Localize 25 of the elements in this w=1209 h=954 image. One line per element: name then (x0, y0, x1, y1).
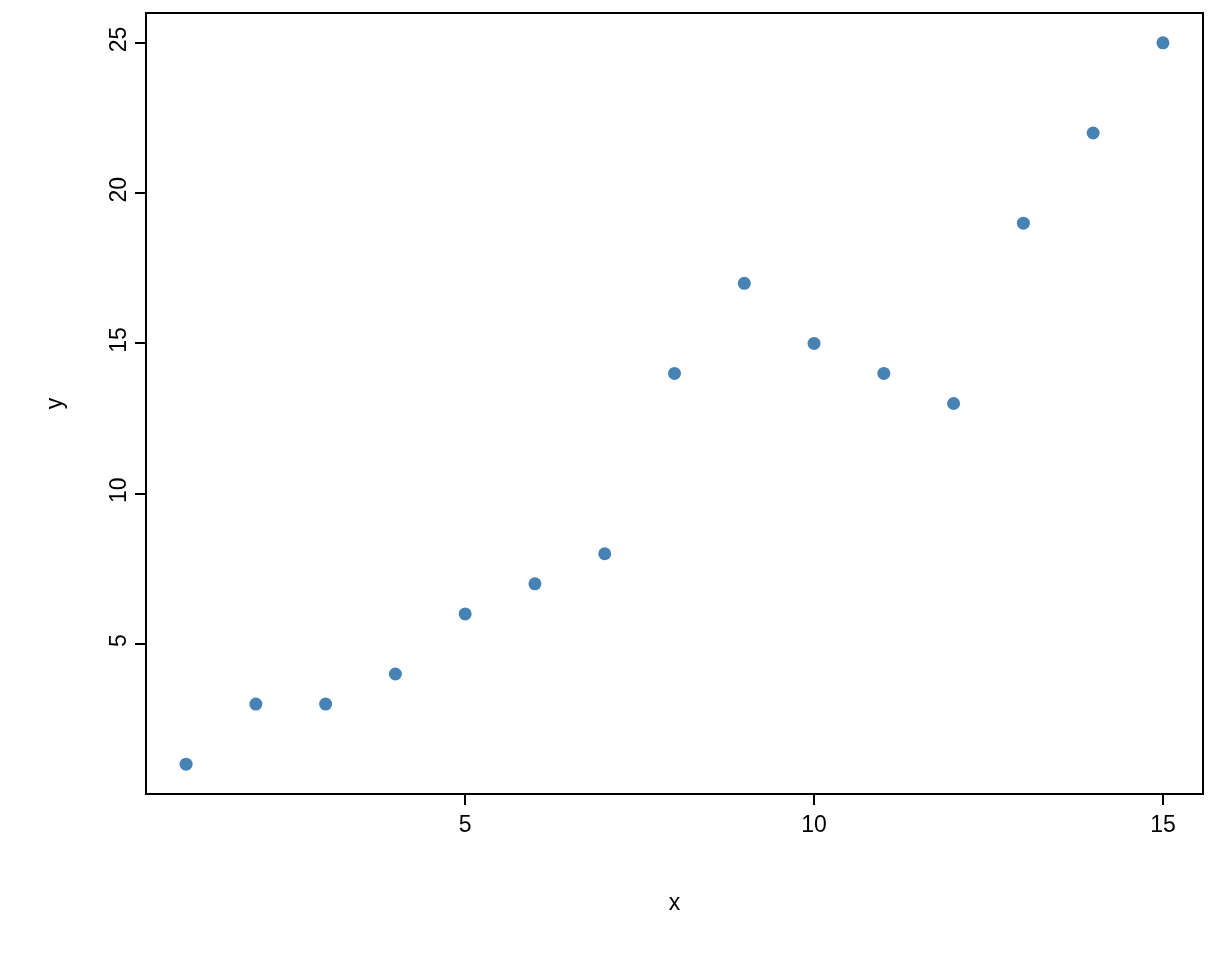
point (528, 577, 542, 591)
x-tick-label: 5 (458, 811, 472, 838)
point (458, 607, 472, 621)
point (1086, 126, 1100, 140)
point (319, 697, 333, 711)
point (807, 336, 821, 350)
point (1016, 216, 1030, 230)
y-tick-label: 15 (105, 327, 132, 353)
point (1156, 36, 1170, 50)
x-tick-label: 15 (1150, 811, 1176, 838)
y-axis-title: y (41, 397, 67, 410)
point (737, 276, 751, 290)
point (877, 366, 891, 380)
x-axis-title: x (668, 889, 681, 916)
point (947, 397, 961, 410)
point (388, 667, 402, 681)
point (668, 366, 681, 380)
point (179, 757, 193, 771)
x-tick-label: 10 (801, 811, 827, 838)
y-tick-label: 20 (105, 176, 132, 203)
point (598, 547, 612, 561)
y-tick-label: 5 (105, 634, 132, 647)
point (249, 697, 263, 711)
y-tick-label: 10 (105, 477, 132, 504)
y-tick-label: 25 (105, 26, 132, 53)
